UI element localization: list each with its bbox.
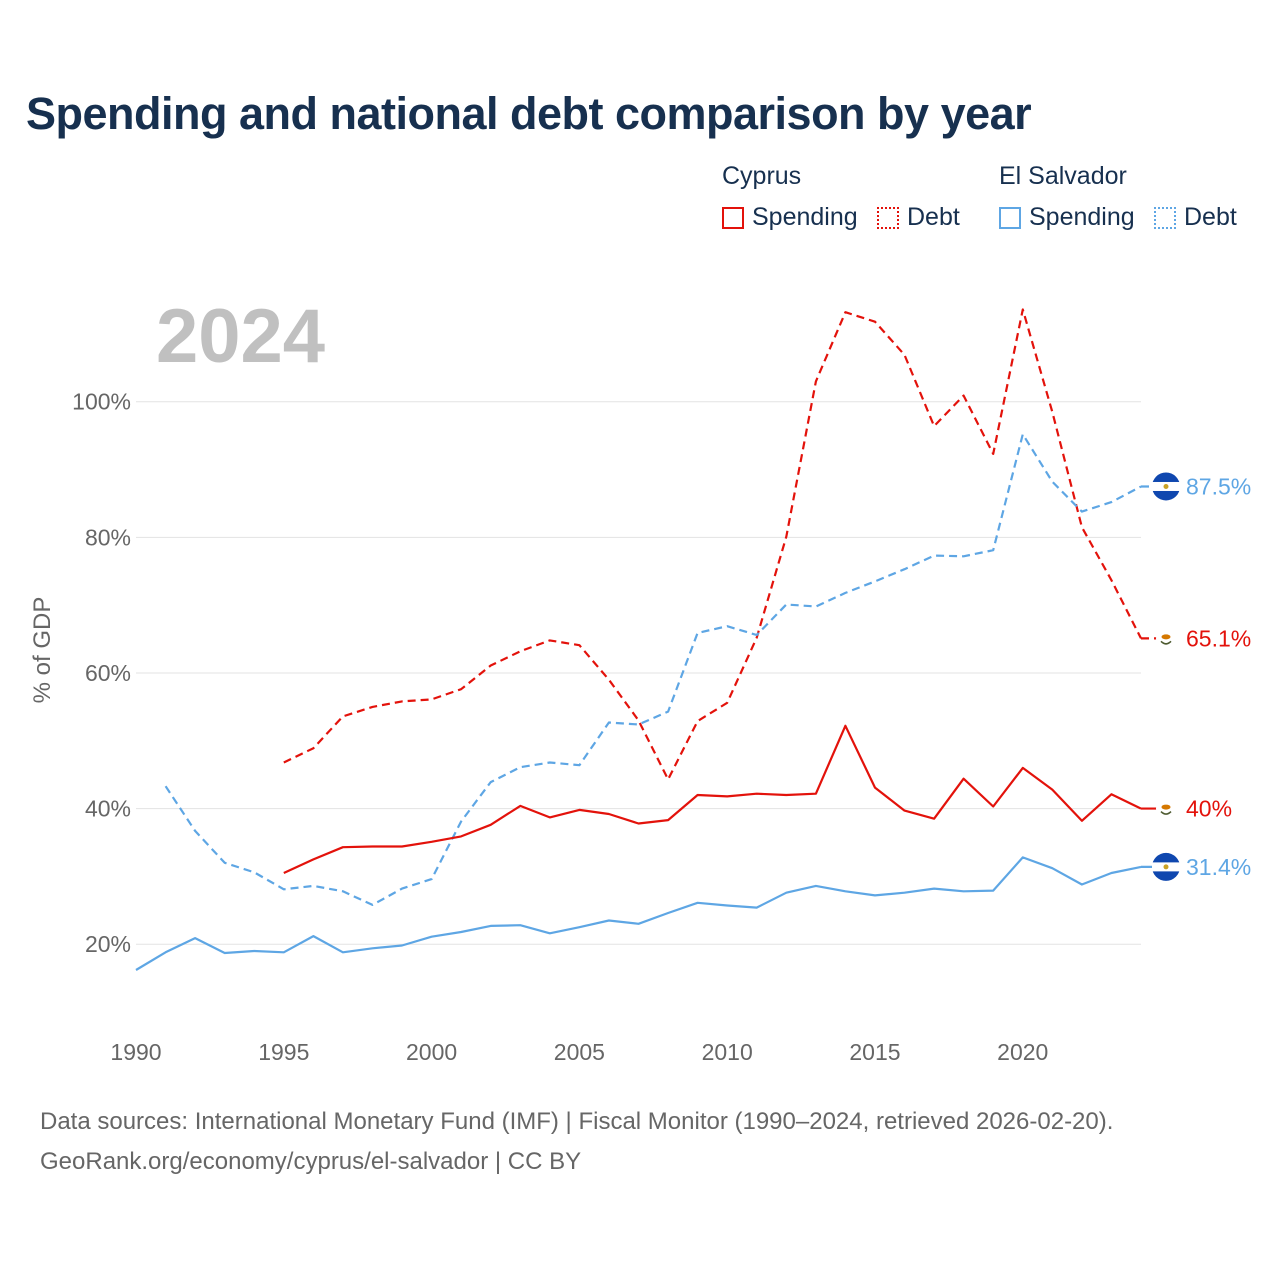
credit-note[interactable]: GeoRank.org/economy/cyprus/el-salvador |… [40, 1148, 582, 1175]
y-tick-label: 60% [85, 660, 131, 686]
series-lines [135, 308, 1142, 971]
el-salvador-spending-end-label: 31.4% [1186, 854, 1251, 880]
x-tick-label: 1990 [110, 1039, 161, 1065]
x-tick-label: 2015 [849, 1039, 900, 1065]
legend-swatch-solid-icon [999, 206, 1021, 229]
legend-country-cyprus: Cyprus [722, 162, 802, 190]
y-axis-label: % of GDP [29, 597, 56, 704]
x-tick-label: 2020 [997, 1039, 1048, 1065]
chart-title: Spending and national debt comparison by… [26, 88, 1032, 139]
cyprus-spending-line [283, 724, 1142, 874]
legend-cyprus-debt[interactable]: Debt [877, 203, 960, 232]
legend-swatch-dotted-icon [877, 206, 899, 229]
line-chart: 2024 20% 40% 60% 80% 100% 1990 1995 2000 2005 20… [29, 294, 1251, 1065]
el-salvador-spending-line [135, 856, 1142, 971]
x-tick-label: 1995 [258, 1039, 309, 1065]
gridlines [136, 401, 1141, 945]
y-tick-label: 100% [72, 389, 131, 415]
x-axis-ticks: 1990 1995 2000 2005 2010 2015 2020 [110, 1039, 1048, 1065]
legend-label: Debt [907, 203, 960, 231]
y-tick-label: 80% [85, 524, 131, 550]
cyprus-flag-icon [1156, 628, 1176, 649]
cyprus-debt-end-label: 65.1% [1186, 625, 1251, 651]
el-salvador-debt-line [164, 433, 1142, 907]
cyprus-debt-line [283, 308, 1142, 781]
y-tick-label: 20% [85, 931, 131, 957]
legend-el-salvador-spending[interactable]: Spending [999, 203, 1135, 232]
legend-cyprus-spending[interactable]: Spending [722, 203, 858, 232]
el-salvador-debt-end-label: 87.5% [1186, 473, 1251, 499]
cyprus-spending-end-label: 40% [1186, 796, 1232, 822]
el-salvador-flag-icon [1152, 852, 1180, 881]
legend-label: Spending [1029, 203, 1135, 231]
source-note: Data sources: International Monetary Fun… [40, 1108, 1114, 1135]
legend-swatch-dotted-icon [1154, 206, 1176, 229]
legend-label: Debt [1184, 203, 1237, 231]
legend-el-salvador-debt[interactable]: Debt [1154, 203, 1237, 232]
legend-country-el-salvador: El Salvador [999, 162, 1127, 190]
x-tick-label: 2005 [554, 1039, 605, 1065]
year-label: 2024 [156, 294, 325, 379]
y-tick-label: 40% [85, 796, 131, 822]
cyprus-flag-icon [1156, 798, 1176, 819]
legend-label: Spending [752, 203, 858, 231]
series-end-markers: 65.1% 87.5% 40% 31.4% [1141, 472, 1251, 881]
y-axis-ticks: 20% 40% 60% 80% 100% [72, 389, 131, 957]
el-salvador-flag-icon [1152, 472, 1180, 501]
x-tick-label: 2010 [702, 1039, 753, 1065]
x-tick-label: 2000 [406, 1039, 457, 1065]
legend-swatch-solid-icon [722, 206, 744, 229]
